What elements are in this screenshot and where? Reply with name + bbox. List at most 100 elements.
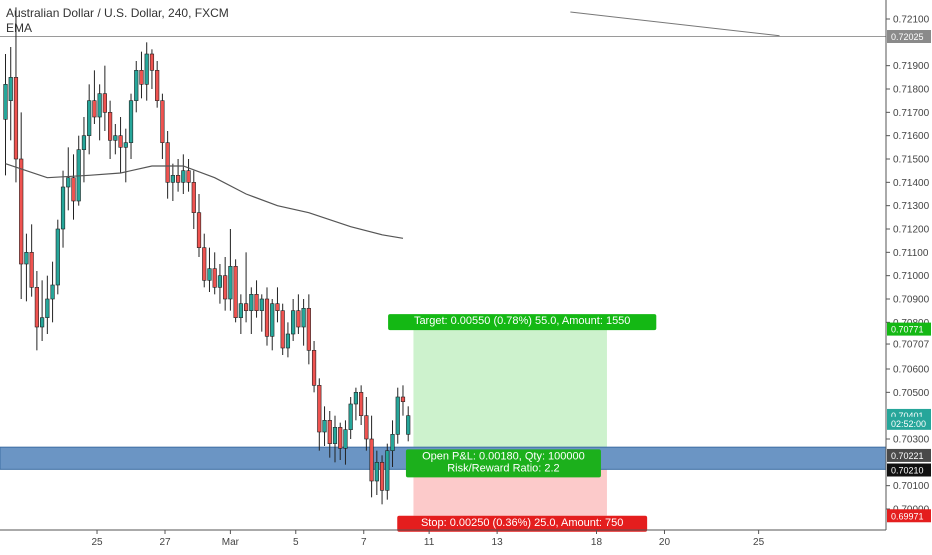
stop-badge-text: 0.69971 [891, 511, 924, 521]
candle-body [155, 70, 160, 101]
candle [228, 229, 233, 311]
candle-body [291, 310, 296, 335]
candle-body [332, 427, 338, 444]
candle [254, 280, 259, 318]
target-badge-text: 0.70771 [891, 325, 924, 335]
candle [134, 61, 139, 113]
candle [50, 261, 55, 323]
candle [186, 159, 191, 192]
candle [19, 112, 24, 299]
candle-body [40, 317, 45, 328]
candle [291, 299, 296, 341]
candle-body [202, 247, 207, 281]
candle [170, 163, 175, 201]
candle [92, 70, 97, 124]
candle [259, 294, 264, 332]
candle [13, 7, 19, 183]
candle-body [379, 462, 385, 491]
candle [139, 51, 144, 99]
candle-body [29, 252, 34, 288]
candle [379, 455, 385, 505]
candle [149, 49, 155, 89]
candle-body [400, 396, 406, 402]
candle [181, 154, 186, 194]
candle-body [92, 100, 97, 118]
candle [165, 131, 170, 199]
price-tick-label: 0.71900 [893, 61, 930, 72]
candle-body [395, 396, 400, 435]
candle [123, 128, 128, 183]
candle [81, 117, 87, 183]
candle-body [3, 84, 8, 120]
ema-layer [5, 163, 404, 239]
indicator-label[interactable]: EMA [6, 21, 33, 35]
candle [55, 219, 60, 295]
candle-body [71, 177, 76, 202]
candle-body [306, 308, 311, 351]
zone-top-badge-text: 0.70221 [891, 451, 924, 461]
candle-body [50, 284, 55, 300]
candle-body [285, 333, 291, 349]
candle [385, 443, 390, 500]
pnl-label-text: Risk/Reward Ratio: 2.2 [447, 462, 560, 474]
price-tick-label: 0.70600 [893, 365, 930, 376]
candle-body [338, 427, 343, 449]
candle-body [301, 308, 306, 328]
candle [364, 397, 369, 451]
position-labels: Target: 0.00550 (0.78%) 55.0, Amount: 15… [388, 314, 657, 532]
candle [275, 287, 280, 323]
candle [285, 322, 291, 358]
target-badge: 0.70771 [887, 322, 931, 336]
candle-body [160, 100, 165, 143]
candle [264, 287, 270, 346]
pnl-label: Open P&L: 0.00180, Qty: 100000Risk/Rewar… [405, 449, 601, 478]
candle-body [311, 350, 317, 386]
candle [108, 100, 113, 159]
candle-body [134, 70, 139, 101]
candle-body [144, 53, 149, 85]
candle-body [406, 415, 411, 435]
target-label-bg [388, 314, 657, 331]
countdown-badge-bg [887, 416, 931, 430]
hline-badge-text: 0.72025 [891, 32, 924, 42]
price-tick-label: 0.71200 [893, 225, 930, 236]
candle-body [238, 303, 243, 318]
candle-body [170, 175, 175, 183]
candle [191, 170, 196, 229]
candle [24, 233, 29, 302]
price-tick-label: 0.72100 [893, 15, 930, 26]
candle-body [212, 268, 217, 288]
candle [327, 411, 332, 458]
candle-body [207, 268, 212, 281]
time-tick-label: 7 [361, 537, 367, 548]
candle [374, 450, 379, 495]
candle [406, 406, 411, 442]
price-tick-label: 0.70300 [893, 435, 930, 446]
candle-body [243, 303, 249, 311]
candle-body [374, 462, 379, 482]
candle-body [19, 158, 24, 265]
candle [118, 117, 123, 173]
trend-line[interactable] [570, 11, 780, 37]
last-price-badge-text: 0.70401 [891, 411, 924, 421]
candle [400, 385, 406, 416]
candle [71, 154, 76, 220]
candle [66, 147, 71, 211]
candle [60, 170, 66, 248]
candle-body [275, 303, 280, 311]
candles [3, 7, 411, 505]
price-tick-label: 0.71000 [893, 271, 930, 282]
candle-body [34, 287, 39, 328]
candle-body [233, 266, 238, 318]
candle-body [8, 77, 13, 101]
ema-line [5, 163, 404, 239]
candle-body [149, 53, 155, 71]
candle [301, 299, 306, 346]
candle-body [254, 294, 259, 311]
time-tick-label: 20 [659, 537, 671, 548]
candle-body [186, 170, 191, 183]
candle-body [223, 275, 228, 300]
